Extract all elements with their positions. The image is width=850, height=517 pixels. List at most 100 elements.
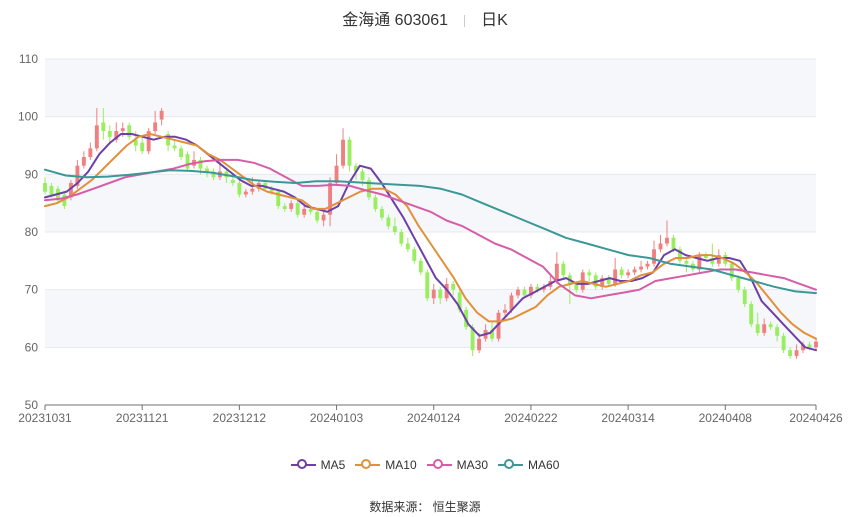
candle-body <box>250 188 255 192</box>
candle-body <box>470 327 475 351</box>
candle <box>619 266 624 279</box>
candle-body <box>153 122 158 132</box>
candle-body <box>794 350 799 356</box>
candle-body <box>762 324 767 333</box>
candle <box>794 344 799 359</box>
candle <box>159 108 164 126</box>
y-tick-label: 50 <box>25 398 39 412</box>
candle <box>321 211 326 227</box>
candle-body <box>120 128 125 132</box>
candle-body <box>554 263 559 282</box>
candle-body <box>639 266 644 270</box>
candle <box>295 200 300 218</box>
candle <box>405 237 410 253</box>
candle <box>768 321 773 331</box>
candle-body <box>107 131 112 137</box>
candle-body <box>755 324 760 333</box>
legend-item-ma30[interactable]: MA30 <box>426 458 488 472</box>
legend-swatch <box>355 459 381 471</box>
candle <box>341 128 345 169</box>
candle-body <box>328 182 333 215</box>
y-tick-label: 90 <box>25 167 39 181</box>
candle-body <box>606 278 611 284</box>
candle-body <box>742 289 747 305</box>
candle-body <box>211 171 216 178</box>
candle <box>528 283 533 299</box>
series-line-ma5 <box>44 133 817 352</box>
series-line-ma60 <box>44 168 817 295</box>
y-tick-label: 110 <box>19 52 38 66</box>
x-tick-label: 20231121 <box>116 411 169 425</box>
candle <box>146 128 151 155</box>
candle <box>399 229 404 247</box>
candle <box>425 269 430 302</box>
candle <box>140 136 145 155</box>
candle-body <box>451 283 456 290</box>
candle-body <box>315 211 320 221</box>
candle-body <box>412 249 417 261</box>
candle <box>192 151 196 169</box>
candle-body <box>613 269 618 284</box>
candle-body <box>360 171 365 181</box>
y-axis-ticks: 50 60 70 80 90 100 110 <box>18 52 38 412</box>
grid-band <box>45 289 816 348</box>
candle <box>742 286 747 307</box>
candle <box>451 281 456 296</box>
candle <box>211 168 216 181</box>
candle <box>658 234 663 253</box>
candle-body <box>133 139 138 146</box>
candle <box>373 194 378 212</box>
candle <box>185 151 190 172</box>
candle-body <box>574 283 579 290</box>
stock-name: 金海通 603061 <box>342 12 449 29</box>
candle <box>153 110 158 134</box>
candle-body <box>768 324 773 328</box>
candle <box>736 275 741 293</box>
candle-body <box>600 278 605 287</box>
candle <box>652 240 656 267</box>
candle-body <box>457 292 462 310</box>
candle-body <box>671 237 676 250</box>
candle-body <box>276 191 281 207</box>
candle <box>81 151 86 169</box>
candle-body <box>269 188 274 192</box>
candle-body <box>49 185 54 195</box>
candle <box>282 203 287 212</box>
candle-body <box>431 289 436 299</box>
candle <box>127 122 132 140</box>
candle <box>315 208 320 224</box>
candle-body <box>749 304 754 325</box>
candle <box>781 332 786 354</box>
candle-body <box>81 157 86 166</box>
grid-band <box>45 174 816 232</box>
candle-body <box>159 110 164 120</box>
y-tick-label: 70 <box>25 283 39 297</box>
y-tick-label: 80 <box>25 225 39 239</box>
candle <box>179 145 184 160</box>
candle-body <box>198 159 203 169</box>
legend-item-ma10[interactable]: MA10 <box>355 458 417 472</box>
candle-body <box>308 208 313 212</box>
x-tick-label: 20240222 <box>504 411 558 425</box>
candle-body <box>645 263 650 267</box>
candle-body <box>230 180 235 183</box>
candle <box>516 286 520 299</box>
candle <box>749 301 754 328</box>
candle-body <box>781 335 786 351</box>
legend-item-ma60[interactable]: MA60 <box>498 458 559 472</box>
legend-item-ma5[interactable]: MA5 <box>290 458 345 472</box>
y-tick-label: 100 <box>18 110 38 124</box>
candle-body <box>710 257 715 264</box>
candle-body <box>496 312 501 339</box>
candle-body <box>405 243 410 250</box>
candle-body <box>373 197 378 209</box>
candle-body <box>418 260 423 273</box>
candle <box>438 286 443 305</box>
x-tick-label: 20240103 <box>310 411 364 425</box>
candle-body <box>814 341 818 348</box>
candle-body <box>243 191 248 195</box>
candle <box>626 269 631 279</box>
candle-body <box>399 232 404 244</box>
candle <box>613 257 618 287</box>
candle-body <box>347 139 352 166</box>
